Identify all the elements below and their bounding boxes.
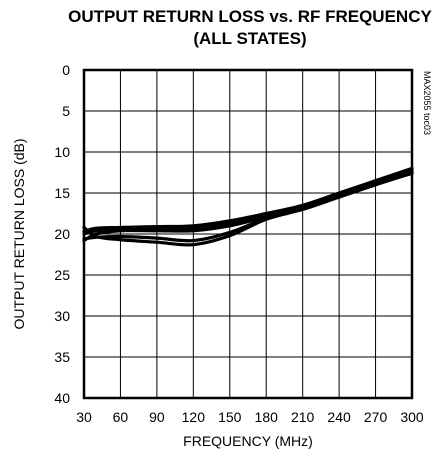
chart-id: MAX2055 toc03 — [422, 71, 432, 135]
y-tick-label: 5 — [62, 103, 70, 119]
x-tick-label: 210 — [291, 409, 315, 425]
x-tick-label: 150 — [218, 409, 242, 425]
series-group — [82, 166, 414, 247]
x-tick-label: 30 — [76, 409, 92, 425]
grid — [84, 70, 412, 398]
x-tick-label: 180 — [255, 409, 279, 425]
x-tick-label: 240 — [327, 409, 351, 425]
series-line-4 — [82, 170, 414, 243]
plot-frame — [82, 68, 414, 400]
y-tick-label: 25 — [54, 267, 70, 283]
chart-subtitle: (ALL STATES) — [193, 29, 306, 48]
x-tick-label: 60 — [113, 409, 129, 425]
series-line-1 — [82, 170, 414, 243]
y-axis-label: OUTPUT RETURN LOSS (dB) — [11, 138, 27, 329]
x-tick-label: 300 — [400, 409, 424, 425]
y-tick-label: 30 — [54, 308, 70, 324]
x-tick-label: 270 — [364, 409, 388, 425]
y-tick-label: 35 — [54, 349, 70, 365]
x-tick-label: 120 — [182, 409, 206, 425]
y-tick-label: 10 — [54, 144, 70, 160]
series-line-5 — [82, 166, 414, 234]
x-tick-label: 90 — [149, 409, 165, 425]
chart-title: OUTPUT RETURN LOSS vs. RF FREQUENCY — [68, 7, 432, 26]
y-tick-label: 40 — [54, 390, 70, 406]
x-tick-labels: 30 60 90 120 150 180 210 240 270 300 — [76, 409, 424, 425]
y-tick-label: 0 — [62, 62, 70, 78]
y-tick-label: 20 — [54, 226, 70, 242]
y-tick-labels: 0 5 10 15 20 25 30 35 40 — [54, 62, 70, 406]
x-axis-label: FREQUENCY (MHz) — [183, 433, 313, 449]
y-tick-label: 15 — [54, 185, 70, 201]
